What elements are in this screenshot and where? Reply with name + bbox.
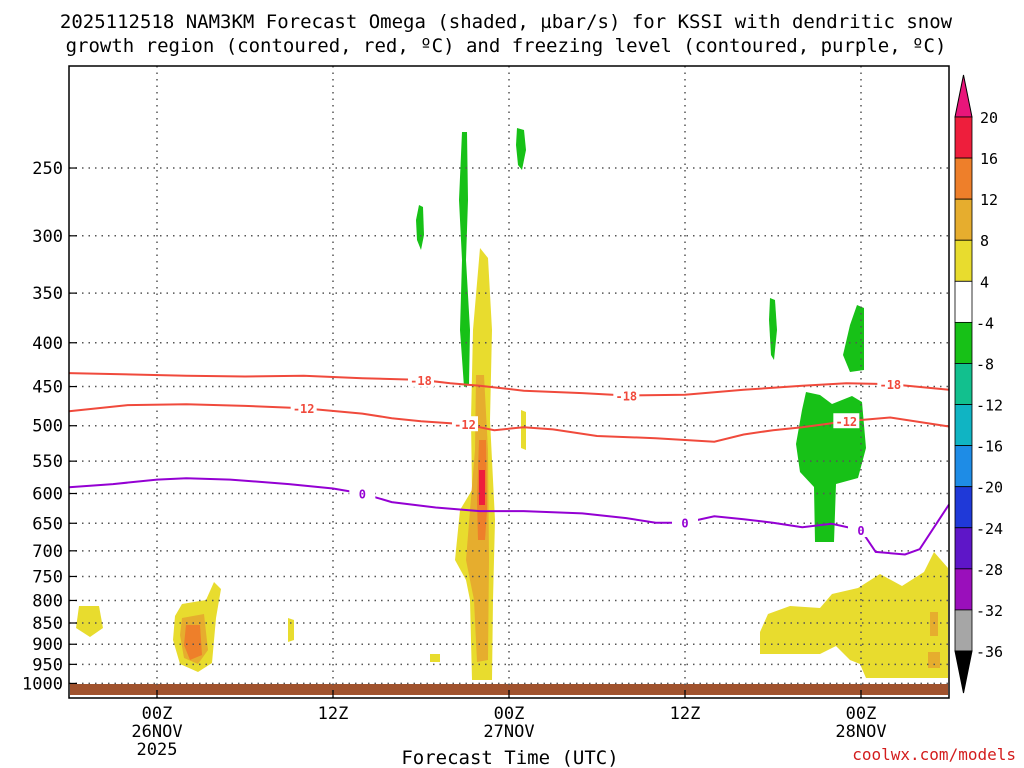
contour-label: -12 bbox=[835, 415, 857, 429]
omega-region-orange-right2 bbox=[928, 652, 940, 668]
y-tick-label: 500 bbox=[32, 417, 63, 437]
x-tick-label: 00Z bbox=[846, 704, 877, 724]
colorbar-segment bbox=[955, 569, 972, 610]
colorbar-segment bbox=[955, 528, 972, 569]
omega-region-green-upper bbox=[459, 132, 470, 387]
colorbar-segment bbox=[955, 281, 972, 322]
x-tick-label: 2025 bbox=[137, 740, 178, 760]
y-tick-label: 950 bbox=[32, 655, 63, 675]
x-axis-label: Forecast Time (UTC) bbox=[401, 747, 618, 768]
colorbar-label: 12 bbox=[980, 191, 998, 209]
x-tick-label: 28NOV bbox=[835, 722, 886, 742]
colorbar-label: -24 bbox=[976, 520, 1003, 538]
contour-label: 0 bbox=[359, 488, 366, 502]
y-tick-label: 850 bbox=[32, 614, 63, 634]
omega-region-yellow-small4 bbox=[288, 618, 294, 642]
y-tick-label: 550 bbox=[32, 452, 63, 472]
contour-label: -18 bbox=[879, 378, 901, 392]
y-tick-label: 1000 bbox=[22, 674, 63, 694]
y-tick-label: 650 bbox=[32, 514, 63, 534]
colorbar-segment bbox=[955, 610, 972, 651]
colorbar-segment bbox=[955, 405, 972, 446]
colorbar-segment bbox=[955, 446, 972, 487]
y-tick-label: 350 bbox=[32, 284, 63, 304]
contour-label: -18 bbox=[615, 390, 637, 404]
colorbar-label: -28 bbox=[976, 561, 1003, 579]
x-tick-label: 00Z bbox=[494, 704, 525, 724]
contour-label: -18 bbox=[410, 374, 432, 388]
x-tick-label: 00Z bbox=[142, 704, 173, 724]
contour-label: 0 bbox=[681, 517, 688, 531]
colorbar-bottom-arrow bbox=[955, 651, 972, 693]
omega-region-orange-right1 bbox=[930, 612, 938, 636]
colorbar-label: 8 bbox=[980, 232, 989, 250]
omega-region-green-right1 bbox=[843, 305, 864, 372]
omega-region-green-small1 bbox=[516, 128, 526, 170]
x-tick-label: 26NOV bbox=[131, 722, 182, 742]
y-tick-label: 750 bbox=[32, 567, 63, 587]
colorbar-label: -36 bbox=[976, 643, 1003, 661]
omega-region-yellow-small5 bbox=[430, 654, 440, 662]
colorbar-label: -8 bbox=[976, 355, 994, 373]
x-tick-label: 27NOV bbox=[483, 722, 534, 742]
x-tick-label: 12Z bbox=[670, 704, 701, 724]
colorbar-top-arrow bbox=[955, 75, 972, 117]
omega-region-yellow-left1 bbox=[76, 606, 103, 637]
omega-region-yellow-right bbox=[760, 552, 948, 678]
colorbar-label: -12 bbox=[976, 397, 1003, 415]
y-tick-label: 600 bbox=[32, 485, 63, 505]
y-tick-label: 450 bbox=[32, 378, 63, 398]
omega-region-yellow-small6 bbox=[521, 410, 526, 450]
colorbar: 20 16 12 8 4 -4 -8 -12 -16 -20 -24 -28 -32 -36 bbox=[955, 75, 1003, 693]
y-tick-label: 250 bbox=[32, 159, 63, 179]
colorbar-segment bbox=[955, 158, 972, 199]
omega-region-green-small2 bbox=[416, 205, 424, 250]
colorbar-label: 20 bbox=[980, 109, 998, 127]
colorbar-segment bbox=[955, 487, 972, 528]
chart-title-line1: 2025112518 NAM3KM Forecast Omega (shaded… bbox=[60, 11, 953, 33]
colorbar-segment bbox=[955, 199, 972, 240]
omega-region-magenta-core bbox=[479, 470, 485, 505]
y-tick-label: 300 bbox=[32, 227, 63, 247]
colorbar-label: -20 bbox=[976, 479, 1003, 497]
y-tick-label: 800 bbox=[32, 591, 63, 611]
contour-label: -12 bbox=[293, 402, 315, 416]
y-tick-label: 400 bbox=[32, 334, 63, 354]
credit-text: coolwx.com/models bbox=[852, 745, 1016, 764]
colorbar-label: -16 bbox=[976, 438, 1003, 456]
chart-title-line2: growth region (contoured, red, ºC) and f… bbox=[66, 35, 947, 57]
y-tick-label: 900 bbox=[32, 635, 63, 655]
colorbar-segment bbox=[955, 363, 972, 404]
colorbar-segment bbox=[955, 117, 972, 158]
colorbar-segment bbox=[955, 322, 972, 363]
colorbar-label: 4 bbox=[980, 273, 989, 291]
colorbar-label: -32 bbox=[976, 602, 1003, 620]
colorbar-label: 16 bbox=[980, 150, 998, 168]
colorbar-segment bbox=[955, 240, 972, 281]
contour-label: -12 bbox=[454, 418, 476, 432]
colorbar-label: -4 bbox=[976, 314, 994, 332]
y-tick-label: 700 bbox=[32, 542, 63, 562]
omega-region-green-small3 bbox=[769, 298, 777, 360]
contour-label: 0 bbox=[857, 524, 864, 538]
x-tick-label: 12Z bbox=[318, 704, 349, 724]
